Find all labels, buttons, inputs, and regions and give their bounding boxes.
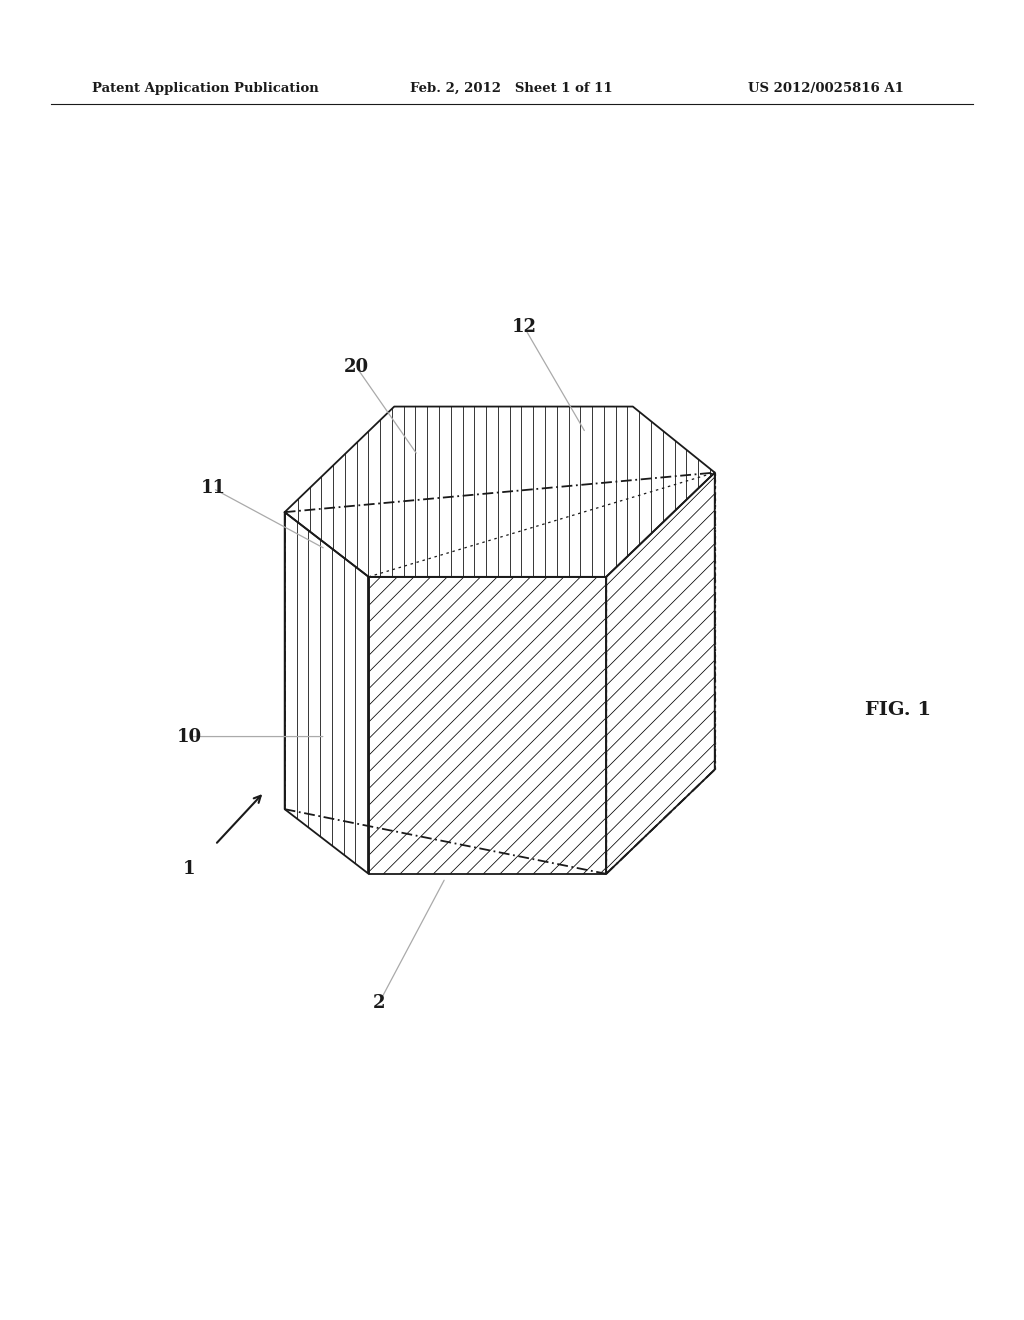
Text: 12: 12: [512, 318, 537, 337]
Text: 10: 10: [177, 727, 202, 746]
Text: Patent Application Publication: Patent Application Publication: [92, 82, 318, 95]
Text: 11: 11: [201, 479, 225, 498]
Text: FIG. 1: FIG. 1: [865, 701, 932, 719]
Text: 20: 20: [344, 358, 369, 376]
Text: 1: 1: [183, 859, 196, 878]
Text: Feb. 2, 2012   Sheet 1 of 11: Feb. 2, 2012 Sheet 1 of 11: [410, 82, 612, 95]
Text: US 2012/0025816 A1: US 2012/0025816 A1: [748, 82, 903, 95]
Text: 2: 2: [373, 994, 385, 1012]
